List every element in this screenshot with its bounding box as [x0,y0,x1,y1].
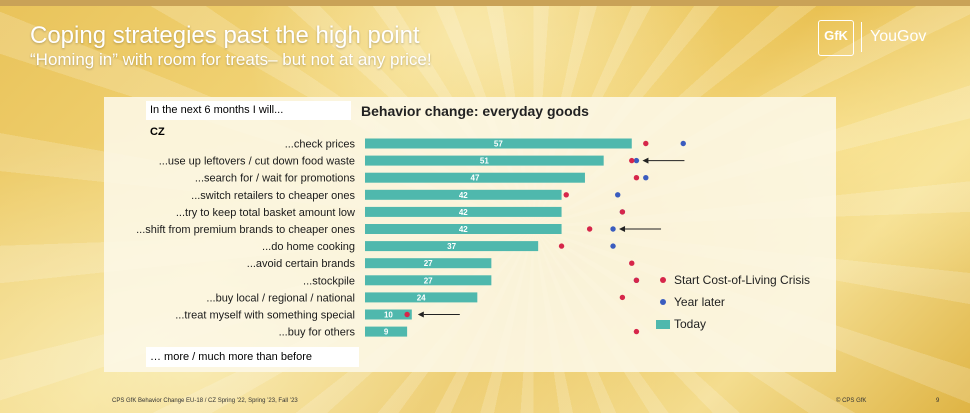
dot-start-crisis [586,226,593,232]
bar-value-label: 9 [384,328,389,337]
legend-swatch-bar [656,320,670,329]
dot-start-crisis [629,260,635,266]
annotation-arrow-head [619,226,626,232]
dot-start-crisis [643,140,649,147]
bar-today [365,258,492,269]
bar-today [365,224,562,234]
category-label: ...buy local / regional / national [206,292,355,304]
dot-year-later [633,157,640,164]
legend-label: Today [674,317,707,331]
bar-value-label: 42 [459,191,468,200]
dot-start-crisis [404,311,410,318]
category-label: ...buy for others [279,327,356,339]
bar-today [365,155,604,166]
bar-today [365,292,478,303]
category-label: ...treat myself with something special [175,310,355,322]
dot-start-crisis [633,175,640,181]
slide-subtitle: “Homing in” with room for treats– but no… [30,50,432,69]
category-label: ...try to keep total basket amount low [176,207,355,219]
page-number: 9 [936,398,940,404]
bar-today [365,189,562,200]
bar-value-label: 10 [384,311,393,320]
dot-start-crisis [563,192,569,198]
category-label: ...avoid certain brands [247,258,356,270]
question-intro: In the next 6 months I will... [146,101,351,120]
slide-title: Coping strategies past the high point [30,22,420,49]
footer-source: CPS GfK Behavior Change EU-18 / CZ Sprin… [112,398,298,404]
annotation-arrow-head [417,311,424,318]
yougov-logo: YouGov [870,28,927,45]
bar-today [365,206,562,217]
category-label: ...search for / wait for promotions [195,173,356,185]
category-label: ...stockpile [303,275,355,287]
category-label: ...use up leftovers / cut down food wast… [159,156,355,168]
bar-value-label: 37 [447,242,456,251]
legend-dot-blue [660,299,666,305]
chart-title: Behavior change: everyday goods [361,103,589,119]
bar-value-label: 51 [480,157,489,166]
question-outro: … more / much more than before [146,347,359,367]
dot-year-later [643,175,649,181]
dot-year-later [610,226,616,232]
dot-year-later [680,140,686,147]
footer-copyright: © CPS GfK [836,398,867,404]
bar-value-label: 42 [459,225,468,234]
dot-start-crisis [633,277,640,283]
bar-today [365,326,408,337]
dot-start-crisis [629,157,635,164]
legend-label: Year later [674,295,725,309]
category-label: ...switch retailers to cheaper ones [191,190,355,202]
bar-value-label: 24 [417,293,426,302]
country-label: CZ [150,126,165,138]
bar-today [365,275,492,286]
dot-start-crisis [558,243,565,249]
category-label: ...do home cooking [262,241,355,253]
bar-today [365,241,539,252]
bar-today [365,138,632,149]
logo-divider [861,22,862,52]
bar-today [365,309,412,320]
bar-value-label: 47 [471,174,480,183]
category-label: ...shift from premium brands to cheaper … [136,224,355,236]
top-strip [0,0,970,6]
dot-start-crisis [633,328,640,335]
gfk-logo: GfK [818,20,854,56]
annotation-arrow-head [642,157,649,164]
bar-value-label: 57 [494,140,503,149]
bar-value-label: 27 [424,259,433,268]
bar-today [365,172,585,183]
dot-start-crisis [619,209,626,215]
dot-year-later [615,192,621,198]
legend-label: Start Cost-of-Living Crisis [674,273,811,287]
bar-value-label: 27 [424,276,433,285]
bar-value-label: 42 [459,208,468,217]
dot-start-crisis [619,294,626,301]
legend-dot-red [660,277,666,283]
category-label: ...check prices [285,139,356,151]
dot-year-later [610,243,616,249]
